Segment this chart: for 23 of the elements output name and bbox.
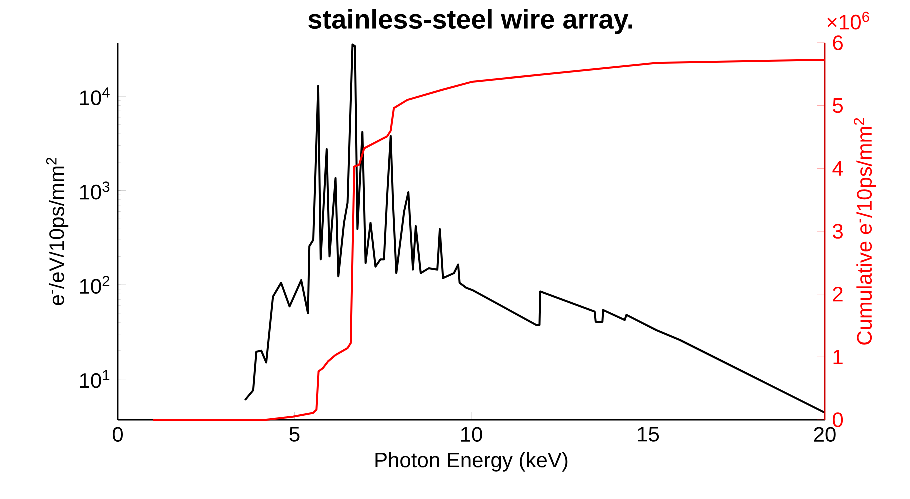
y2-tick-label: 6 — [833, 36, 843, 50]
x-tick-label: 5 — [290, 427, 300, 442]
x-tick-label: 15 — [638, 427, 660, 442]
y2-axis-title: Cumulative e$^{-}$/10ps/mm$^{2}$ — [854, 118, 876, 345]
y-axis-title: e$^{-}$/eV/10ps/mm$^{2}$ — [46, 158, 69, 306]
y2-tick-label: 1 — [834, 350, 843, 364]
x-tick-label: 20 — [814, 427, 836, 442]
text: ×10$^{6}$ — [828, 12, 870, 30]
line-series — [244, 44, 826, 414]
y2-tick-label: 3 — [833, 224, 843, 239]
y-tick-label: 10$^{1}$ — [80, 370, 110, 388]
y2-tick-label: 0 — [833, 412, 844, 428]
y2-tick-label: 2 — [833, 287, 843, 302]
line-series — [152, 58, 826, 421]
x-tick-label: 0 — [112, 427, 124, 442]
x-axis-title: Photon Energy (keV) — [376, 452, 568, 472]
y-tick-label: 10$^{4}$ — [80, 88, 110, 106]
y2-tick-label: 4 — [832, 161, 844, 176]
chart-title: stainless-steel wire array. — [308, 9, 632, 34]
y-tick-label: 10$^{2}$ — [80, 276, 110, 294]
x-tick-label: 10 — [461, 427, 482, 442]
y-tick-label: 10$^{3}$ — [80, 182, 110, 200]
y2-tick-label: 5 — [833, 98, 843, 114]
